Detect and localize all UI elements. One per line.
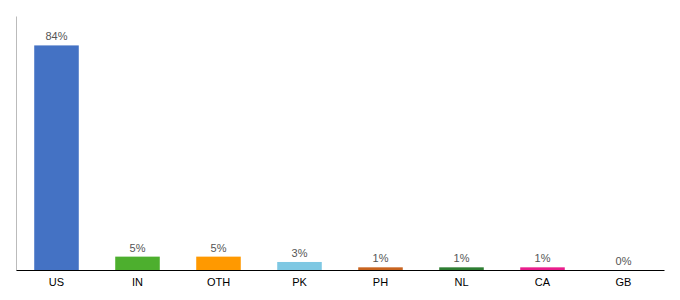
x-tick-label: CA [535, 276, 551, 288]
data-label: 3% [292, 247, 308, 259]
x-tick: GB [616, 270, 632, 288]
x-axis-line [17, 270, 665, 271]
data-label: 1% [373, 252, 389, 264]
bar [520, 267, 565, 270]
chart-container: US IN OTH PK PH NL CA GB 84% 5% 5% 3% 1% 1% 1% 0% [0, 0, 680, 300]
x-tick: IN [132, 270, 143, 288]
x-tick-label: OTH [207, 276, 230, 288]
data-label: 5% [211, 242, 227, 254]
bar [439, 267, 484, 270]
bar [196, 257, 241, 270]
y-axis [16, 17, 17, 271]
plot-area: US IN OTH PK PH NL CA GB 84% 5% 5% 3% 1% 1% 1% 0% [17, 17, 665, 288]
data-label: 1% [535, 252, 551, 264]
x-tick: NL [454, 270, 468, 288]
chart-svg: US IN OTH PK PH NL CA GB 84% 5% 5% 3% 1% 1% 1% 0% [0, 0, 680, 300]
bar [358, 267, 403, 270]
data-label: 84% [45, 30, 67, 42]
data-label: 5% [130, 242, 146, 254]
data-label: 1% [454, 252, 470, 264]
x-tick: OTH [207, 270, 230, 288]
x-tick-label: PK [292, 276, 307, 288]
x-tick: CA [535, 270, 551, 288]
bars [34, 45, 565, 270]
bar [115, 257, 160, 270]
data-labels: 84% 5% 5% 3% 1% 1% 1% 0% [45, 30, 631, 267]
x-tick-label: NL [454, 276, 468, 288]
x-tick: PK [292, 270, 307, 288]
bar [277, 262, 322, 270]
x-axis: US IN OTH PK PH NL CA GB [17, 270, 665, 288]
x-tick: PH [373, 270, 388, 288]
x-tick-label: IN [132, 276, 143, 288]
x-tick-label: GB [616, 276, 632, 288]
x-tick-label: PH [373, 276, 388, 288]
y-axis-line [16, 17, 17, 271]
x-tick: US [49, 270, 64, 288]
bar [601, 270, 646, 271]
bar [34, 45, 79, 270]
x-tick-label: US [49, 276, 64, 288]
data-label: 0% [616, 255, 632, 267]
